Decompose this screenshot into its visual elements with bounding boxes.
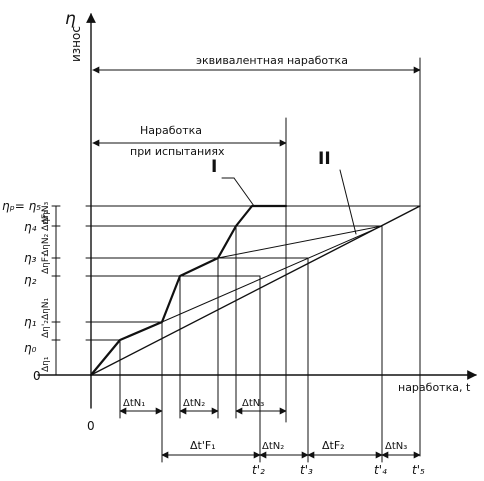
origin-x-label: 0 bbox=[87, 419, 95, 433]
level-label-eta1: η₁ bbox=[24, 315, 37, 329]
interval-n3-label: ΔtN₃ bbox=[242, 398, 264, 409]
vertical-label-delta-eta-f1: ΔηF₁ bbox=[41, 253, 51, 274]
level-lines bbox=[85, 205, 421, 341]
vertical-label-delta-eta-n3: ΔηN₃ bbox=[41, 201, 51, 224]
level-label-eta4: η₄ bbox=[24, 220, 37, 234]
curve-2 bbox=[90, 205, 421, 376]
t-mark-3: t'₃ bbox=[300, 463, 313, 477]
t-mark-4: t'₄ bbox=[374, 463, 387, 477]
vertical-label-delta-eta1: Δη₁ bbox=[41, 356, 51, 372]
y-axis-label: износ bbox=[69, 26, 83, 62]
equivalent-span-label: эквивалентная наработка bbox=[196, 54, 348, 67]
y-axis-symbol: η bbox=[65, 9, 76, 29]
vertical-label-delta-eta-n2-f2: ΔηN₂ ΔηF₂ bbox=[41, 210, 51, 256]
left-ticks bbox=[51, 205, 61, 341]
level-label-eta5: ηₚ= η₅ bbox=[2, 199, 41, 213]
origin-y-label: 0 bbox=[33, 369, 41, 383]
curve-2-leader bbox=[339, 169, 357, 235]
curve-2-label: II bbox=[318, 149, 331, 169]
test-span-label-1: Наработка bbox=[140, 124, 202, 137]
interval-n2b-label: ΔtN₂ bbox=[262, 441, 284, 452]
interval-n2-label: ΔtN₂ bbox=[183, 398, 205, 409]
curve-1 bbox=[89, 204, 288, 377]
level-label-eta3: η₃ bbox=[24, 251, 37, 265]
test-span-label-2: при испытаниях bbox=[130, 145, 225, 158]
level-label-eta0: η₀ bbox=[24, 341, 37, 355]
curve-1-label: I bbox=[211, 157, 217, 177]
level-label-eta2: η₂ bbox=[24, 273, 37, 287]
interval-f2-label: ΔtF₂ bbox=[322, 439, 345, 452]
interval-n3b-label: ΔtN₃ bbox=[385, 441, 407, 452]
diagonal-from-eta1 bbox=[161, 225, 383, 323]
t-mark-2: t'₂ bbox=[252, 463, 265, 477]
t-mark-5: t'₅ bbox=[412, 463, 425, 477]
curve-1-leader-2 bbox=[233, 177, 255, 207]
vertical-label-delta-eta2-n1: Δη'₂ΔηN₁ bbox=[41, 297, 51, 338]
interval-f1-label: Δt'F₁ bbox=[190, 439, 216, 452]
interval-n1-label: ΔtN₁ bbox=[123, 398, 145, 409]
drop-lines bbox=[119, 225, 383, 463]
diagonal-from-eta3 bbox=[217, 225, 383, 259]
x-axis-label: наработка, t bbox=[398, 381, 471, 394]
